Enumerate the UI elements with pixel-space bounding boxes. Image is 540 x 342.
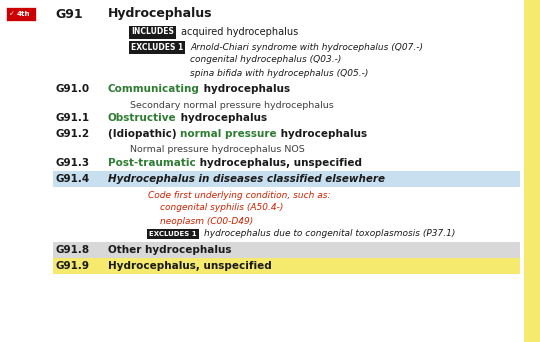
Text: congenital hydrocephalus (Q03.-): congenital hydrocephalus (Q03.-) [190,55,342,65]
Text: Hydrocephalus, unspecified: Hydrocephalus, unspecified [108,261,272,271]
FancyBboxPatch shape [129,40,185,53]
Text: Obstructive: Obstructive [108,113,177,123]
Text: G91.1: G91.1 [55,113,89,123]
Text: G91.0: G91.0 [55,84,89,94]
Text: EXCLUDES 1: EXCLUDES 1 [149,231,197,237]
Text: congenital syphilis (A50.4-): congenital syphilis (A50.4-) [160,203,284,212]
Text: normal pressure: normal pressure [180,129,277,139]
Bar [53,171,520,187]
Text: Hydrocephalus: Hydrocephalus [108,8,213,21]
Text: EXCLUDES 1: EXCLUDES 1 [131,42,183,52]
Text: G91.3: G91.3 [55,158,89,168]
Text: Code first underlying condition, such as:: Code first underlying condition, such as… [148,190,330,199]
Text: Arnold-Chiari syndrome with hydrocephalus (Q07.-): Arnold-Chiari syndrome with hydrocephalu… [190,42,423,52]
FancyBboxPatch shape [147,229,199,239]
Text: G91.9: G91.9 [55,261,89,271]
FancyBboxPatch shape [129,26,176,39]
Text: INCLUDES: INCLUDES [131,27,174,37]
Text: G91.2: G91.2 [55,129,89,139]
Bar [53,242,520,258]
Text: Secondary normal pressure hydrocephalus: Secondary normal pressure hydrocephalus [130,101,334,109]
Text: 4th: 4th [17,11,30,17]
Bar [53,258,520,274]
Text: Other hydrocephalus: Other hydrocephalus [108,245,232,255]
Text: G91.4: G91.4 [55,174,89,184]
Text: spina bifida with hydrocephalus (Q05.-): spina bifida with hydrocephalus (Q05.-) [190,68,369,78]
Bar [524,0,540,342]
Text: hydrocephalus: hydrocephalus [200,84,290,94]
Text: acquired hydrocephalus: acquired hydrocephalus [181,27,298,37]
Text: G91: G91 [55,8,83,21]
Text: hydrocephalus: hydrocephalus [177,113,267,123]
Text: hydrocephalus: hydrocephalus [277,129,367,139]
FancyBboxPatch shape [6,7,36,21]
Text: Hydrocephalus in diseases classified elsewhere: Hydrocephalus in diseases classified els… [108,174,385,184]
Text: neoplasm (C00-D49): neoplasm (C00-D49) [160,216,253,225]
Text: G91.8: G91.8 [55,245,89,255]
Text: ✓: ✓ [9,11,15,17]
Text: hydrocephalus, unspecified: hydrocephalus, unspecified [195,158,362,168]
Text: Communicating: Communicating [108,84,200,94]
Text: Post-traumatic: Post-traumatic [108,158,195,168]
Text: (Idiopathic): (Idiopathic) [108,129,180,139]
Text: Normal pressure hydrocephalus NOS: Normal pressure hydrocephalus NOS [130,145,305,155]
Text: hydrocephalus due to congenital toxoplasmosis (P37.1): hydrocephalus due to congenital toxoplas… [204,229,455,238]
